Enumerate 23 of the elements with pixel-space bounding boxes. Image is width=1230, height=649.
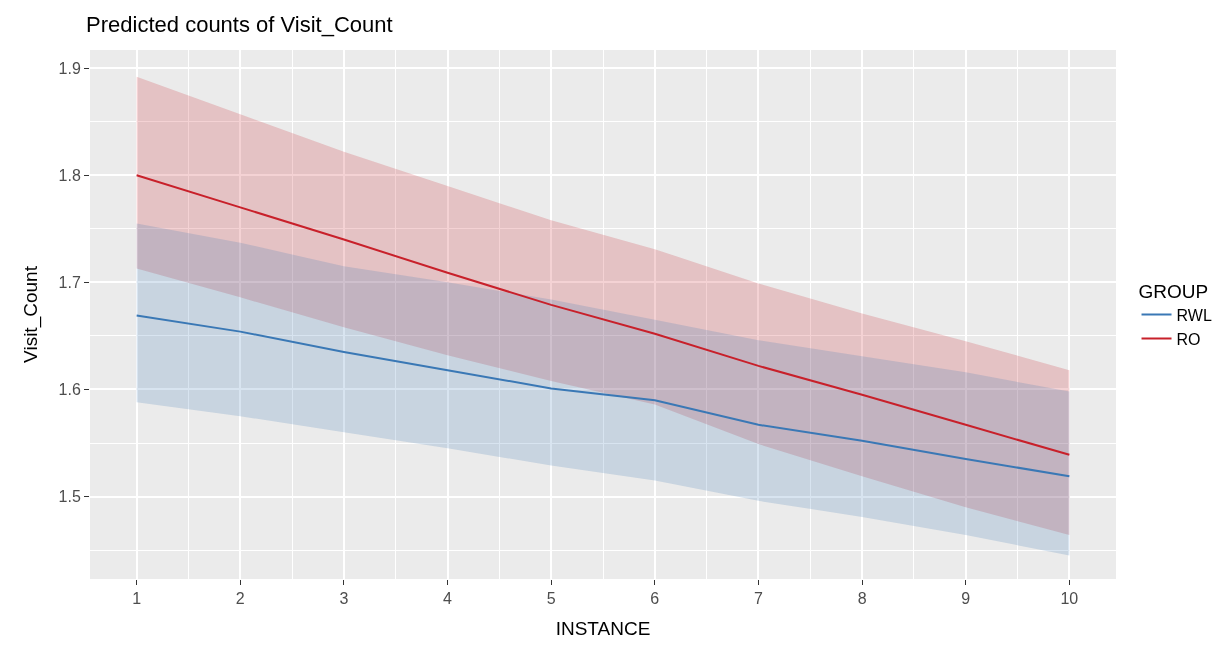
- y-tick-label: 1.6: [58, 381, 81, 399]
- x-tick-label: 5: [546, 590, 556, 608]
- line-series: [135, 314, 1071, 478]
- x-tick-label: 10: [1060, 590, 1079, 608]
- y-tick-label: 1.5: [58, 488, 81, 506]
- legend-label: RWL: [1176, 306, 1212, 324]
- x-tick-label: 7: [754, 590, 763, 608]
- x-tick-label: 4: [443, 590, 453, 608]
- x-tick-label: 3: [339, 590, 349, 608]
- chart-title: Predicted counts of Visit_Count: [86, 11, 393, 37]
- x-tick-label: 8: [857, 590, 867, 608]
- y-tick-label: 1.9: [58, 59, 81, 77]
- y-tick-label: 1.8: [58, 166, 81, 184]
- x-tick-label: 9: [961, 590, 971, 608]
- x-tick-label: 1: [132, 590, 142, 608]
- legend-title: GROUP: [1138, 280, 1209, 302]
- line-series: [135, 174, 1071, 456]
- x-tick-label: 2: [235, 590, 245, 608]
- x-tick-label: 6: [650, 590, 660, 608]
- y-tick-label: 1.7: [58, 273, 81, 291]
- legend-label: RO: [1176, 330, 1201, 348]
- y-axis-title: Visit_Count: [20, 265, 43, 363]
- x-axis-title: INSTANCE: [555, 618, 651, 639]
